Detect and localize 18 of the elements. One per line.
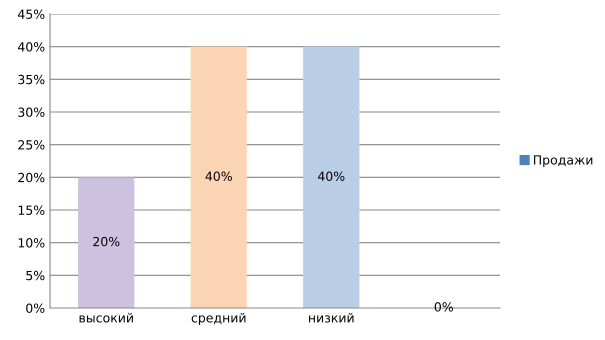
data-label: 40% xyxy=(205,172,232,181)
y-tick-label: 15% xyxy=(18,205,44,215)
y-tick-label: 35% xyxy=(18,74,44,84)
text: Продажи xyxy=(534,155,592,168)
y-tick-label: 20% xyxy=(18,172,44,182)
y-tick-label: 30% xyxy=(18,107,44,117)
y-tick-label: 45% xyxy=(18,9,44,19)
x-tick-label: высокий xyxy=(80,312,133,323)
x-tick-label: средний xyxy=(192,312,246,325)
y-tick-label: 40% xyxy=(18,42,44,52)
y-tick-label: 0% xyxy=(26,303,44,313)
y-tick-label: 25% xyxy=(18,140,44,150)
data-label: 20% xyxy=(93,236,120,246)
y-tick-label: 10% xyxy=(18,238,44,248)
x-tick-label: низкий xyxy=(309,312,354,323)
data-label: 0% xyxy=(434,302,453,312)
y-tick-label: 5% xyxy=(26,270,44,280)
data-label: 40% xyxy=(318,172,344,181)
